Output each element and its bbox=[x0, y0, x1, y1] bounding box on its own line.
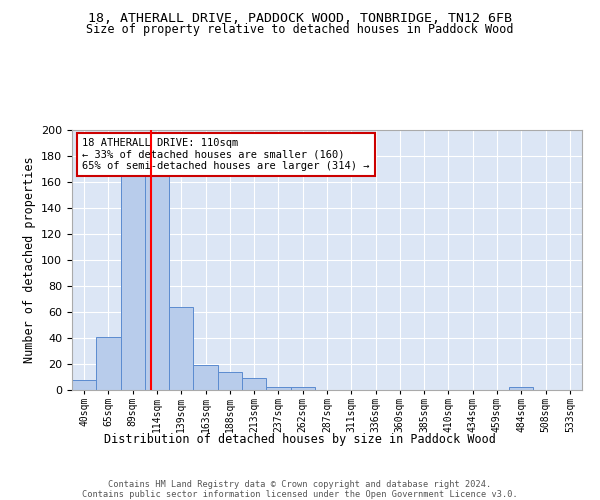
Text: Contains HM Land Registry data © Crown copyright and database right 2024.
Contai: Contains HM Land Registry data © Crown c… bbox=[82, 480, 518, 500]
Bar bbox=[169, 307, 193, 390]
Bar bbox=[509, 388, 533, 390]
Text: Size of property relative to detached houses in Paddock Wood: Size of property relative to detached ho… bbox=[86, 22, 514, 36]
Y-axis label: Number of detached properties: Number of detached properties bbox=[23, 156, 35, 364]
Bar bbox=[96, 336, 121, 390]
Bar bbox=[290, 388, 315, 390]
Bar bbox=[121, 176, 145, 390]
Bar bbox=[242, 378, 266, 390]
Bar bbox=[193, 366, 218, 390]
Bar bbox=[218, 372, 242, 390]
Text: Distribution of detached houses by size in Paddock Wood: Distribution of detached houses by size … bbox=[104, 432, 496, 446]
Bar bbox=[266, 388, 290, 390]
Text: 18, ATHERALL DRIVE, PADDOCK WOOD, TONBRIDGE, TN12 6FB: 18, ATHERALL DRIVE, PADDOCK WOOD, TONBRI… bbox=[88, 12, 512, 26]
Text: 18 ATHERALL DRIVE: 110sqm
← 33% of detached houses are smaller (160)
65% of semi: 18 ATHERALL DRIVE: 110sqm ← 33% of detac… bbox=[82, 138, 370, 171]
Bar bbox=[72, 380, 96, 390]
Bar bbox=[145, 176, 169, 390]
